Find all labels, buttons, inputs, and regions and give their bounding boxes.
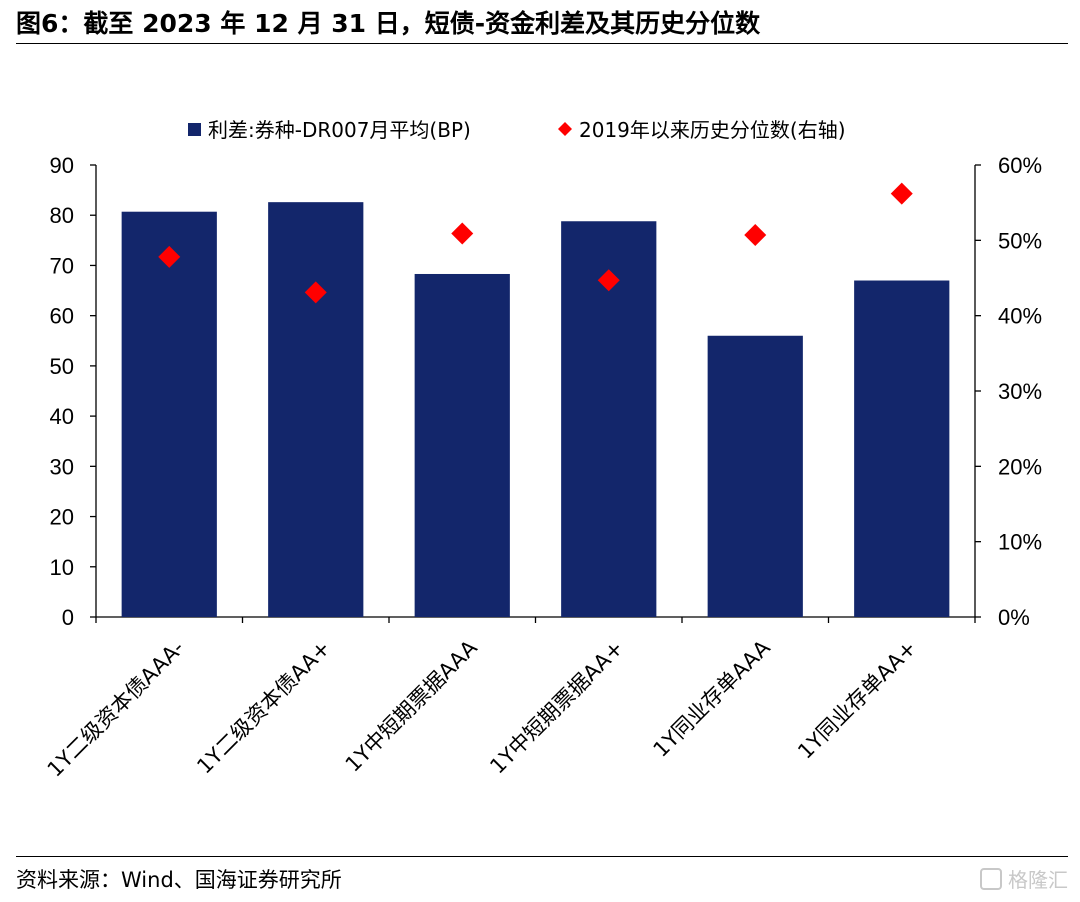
watermark-logo-icon [980, 867, 1002, 890]
left-axis-tick-label: 60 [50, 304, 74, 329]
watermark: 格隆汇 [980, 864, 1068, 893]
spread-bar [268, 202, 364, 618]
right-axis-tick-label: 40% [998, 304, 1042, 329]
bar-series [121, 202, 950, 618]
percentile-marker [890, 182, 913, 205]
legend-bar-swatch [188, 123, 201, 136]
legend-label-percentile: 2019年以来历史分位数(右轴) [579, 118, 846, 142]
left-axis-tick-label: 50 [50, 354, 74, 379]
category-label: 1Y中短期票据AAA [341, 635, 482, 776]
left-axis-tick-label: 20 [50, 505, 74, 530]
legend-label-spread: 利差:券种-DR007月平均(BP) [208, 118, 471, 142]
spread-bar [707, 335, 803, 617]
legend: 利差:券种-DR007月平均(BP) 2019年以来历史分位数(右轴) [188, 118, 846, 142]
left-axis-tick-label: 40 [50, 404, 74, 429]
left-axis-tick-label: 10 [50, 555, 74, 580]
right-axis-tick-label: 60% [998, 153, 1042, 178]
figure-title: 图6：截至 2023 年 12 月 31 日，短债-资金利差及其历史分位数 [16, 9, 761, 38]
category-label: 1Y同业存单AA+ [793, 636, 921, 764]
category-label: 1Y同业存单AAA [649, 635, 776, 762]
spread-percentile-chart: 利差:券种-DR007月平均(BP) 2019年以来历史分位数(右轴) 0 10 2… [43, 118, 1043, 782]
percentile-marker [158, 245, 181, 268]
legend-diamond-swatch [558, 122, 572, 136]
left-axis-tick-label: 0 [62, 605, 74, 630]
percentile-marker [304, 281, 327, 304]
spread-bar [121, 211, 217, 617]
watermark-text: 格隆汇 [1008, 868, 1068, 892]
right-axis-tick-label: 30% [998, 379, 1042, 404]
spread-bar [414, 273, 510, 617]
category-label: 1Y二级资本债AA+ [192, 636, 335, 779]
right-axis-tick-label: 10% [998, 530, 1042, 555]
axes: 0 10 20 30 40 50 60 70 80 90 0% 10% 20% 30% 40% 50% 60% [50, 153, 1043, 630]
percentile-marker [597, 269, 620, 292]
category-labels: 1Y二级资本债AAA- 1Y二级资本债AA+ 1Y中短期票据AAA 1Y中短期票据AA… [43, 635, 922, 782]
left-axis-tick-label: 80 [50, 203, 74, 228]
category-label: 1Y中短期票据AA+ [485, 636, 628, 779]
spread-bar [854, 280, 950, 617]
right-axis-tick-label: 0% [998, 605, 1030, 630]
source-note: 资料来源：Wind、国海证券研究所 [16, 868, 342, 892]
left-axis-tick-label: 90 [50, 153, 74, 178]
left-axis-tick-label: 70 [50, 253, 74, 278]
percentile-marker [451, 222, 474, 245]
left-axis-tick-label: 30 [50, 454, 74, 479]
percentile-series [158, 182, 913, 304]
right-axis-tick-label: 20% [998, 454, 1042, 479]
top-divider [16, 43, 1068, 44]
right-axis-tick-label: 50% [998, 228, 1042, 253]
bottom-divider [16, 856, 1068, 857]
percentile-marker [744, 224, 767, 247]
category-label: 1Y二级资本债AAA- [43, 636, 189, 782]
